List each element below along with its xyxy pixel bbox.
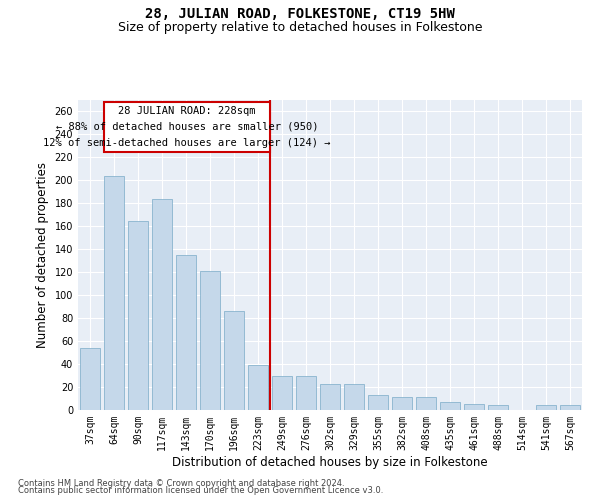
Text: Contains HM Land Registry data © Crown copyright and database right 2024.: Contains HM Land Registry data © Crown c… <box>18 478 344 488</box>
Bar <box>152 198 172 410</box>
Bar <box>200 271 220 410</box>
Text: ← 88% of detached houses are smaller (950): ← 88% of detached houses are smaller (95… <box>56 122 319 132</box>
Text: 12% of semi-detached houses are larger (124) →: 12% of semi-detached houses are larger (… <box>43 138 331 148</box>
Bar <box>536 406 556 410</box>
Bar <box>392 398 412 410</box>
Bar <box>320 384 340 410</box>
Bar <box>416 398 436 410</box>
Text: 28, JULIAN ROAD, FOLKESTONE, CT19 5HW: 28, JULIAN ROAD, FOLKESTONE, CT19 5HW <box>145 8 455 22</box>
Bar <box>368 395 388 410</box>
Text: 28 JULIAN ROAD: 228sqm: 28 JULIAN ROAD: 228sqm <box>118 106 256 116</box>
Bar <box>224 312 244 410</box>
Bar <box>272 376 292 410</box>
Text: Size of property relative to detached houses in Folkestone: Size of property relative to detached ho… <box>118 21 482 34</box>
Bar <box>104 102 270 152</box>
Text: Contains public sector information licensed under the Open Government Licence v3: Contains public sector information licen… <box>18 486 383 495</box>
Bar <box>440 402 460 410</box>
Bar <box>488 406 508 410</box>
Bar <box>128 220 148 410</box>
Y-axis label: Number of detached properties: Number of detached properties <box>36 162 49 348</box>
Bar <box>464 404 484 410</box>
Bar <box>296 376 316 410</box>
Bar <box>104 176 124 410</box>
Bar <box>560 406 580 410</box>
Bar <box>248 365 268 410</box>
Bar <box>176 255 196 410</box>
X-axis label: Distribution of detached houses by size in Folkestone: Distribution of detached houses by size … <box>172 456 488 468</box>
Bar <box>344 384 364 410</box>
Bar <box>80 348 100 410</box>
